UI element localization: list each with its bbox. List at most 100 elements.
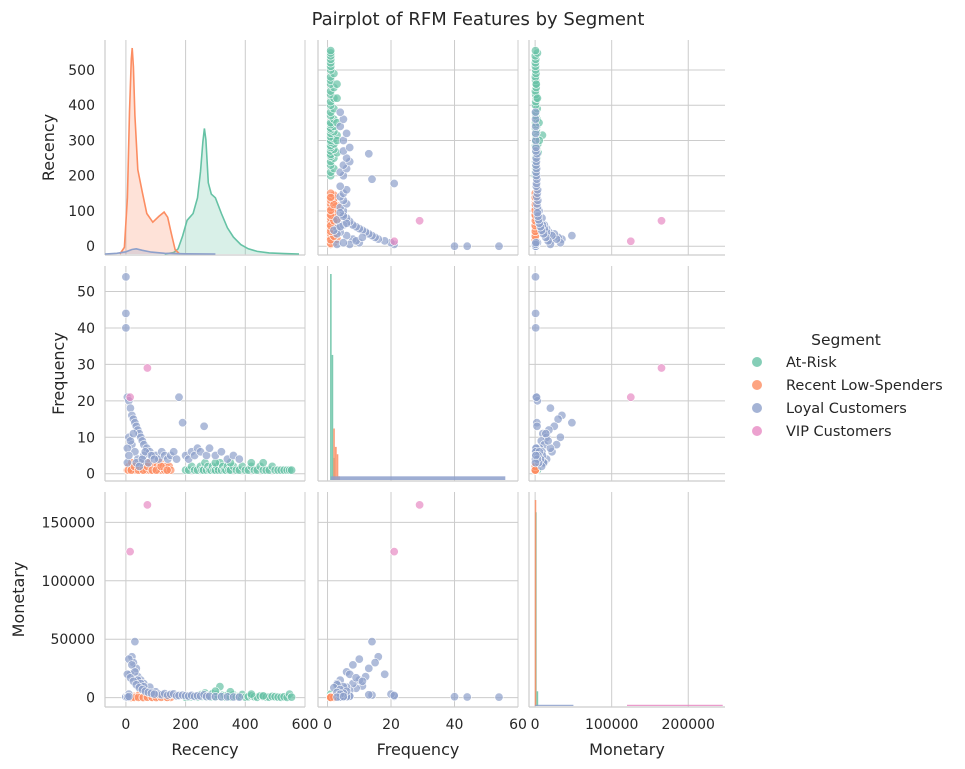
scatter-point <box>531 450 541 460</box>
scatter-point <box>335 107 345 117</box>
y-tick-label: 50000 <box>50 632 95 648</box>
scatter-point <box>545 403 555 413</box>
panel-recency-vs-monetary <box>528 40 725 256</box>
scatter-point <box>530 107 540 117</box>
scatter-point <box>335 208 345 218</box>
scatter-point <box>364 690 374 700</box>
panel-monetary-vs-monetary <box>528 492 725 708</box>
scatter-point <box>122 458 132 468</box>
histogram-bar <box>536 691 539 706</box>
scatter-point <box>199 421 209 431</box>
scatter-point <box>142 363 152 373</box>
scatter-point <box>162 465 172 475</box>
y-axis-label: Monetary <box>9 562 28 638</box>
kde-line <box>104 247 216 255</box>
scatter-point <box>656 363 666 373</box>
scatter-point <box>348 660 358 670</box>
scatter-point <box>567 418 577 428</box>
scatter-point <box>174 392 184 402</box>
scatter-point <box>415 216 425 226</box>
scatter-point <box>246 689 256 699</box>
legend-label: Loyal Customers <box>786 401 907 417</box>
x-tick-label: 60 <box>509 717 527 733</box>
scatter-point <box>531 392 541 402</box>
y-tick-label: 200 <box>68 169 95 185</box>
x-tick-label: 100000 <box>585 717 638 733</box>
scatter-point <box>121 272 131 282</box>
scatter-point <box>449 692 459 702</box>
scatter-point <box>216 447 226 457</box>
scatter-point <box>124 691 134 701</box>
y-tick-label: 100 <box>68 204 95 220</box>
x-axis-label: Recency <box>171 740 238 759</box>
panel-monetary-vs-recency <box>104 492 306 708</box>
scatter-point <box>258 691 268 701</box>
scatter-point <box>532 208 542 218</box>
scatter-point <box>531 238 541 248</box>
histogram-bar <box>535 704 574 706</box>
scatter-point <box>125 403 135 413</box>
scatter-point <box>370 658 380 668</box>
histogram-bar <box>534 500 537 706</box>
scatter-point <box>462 241 472 251</box>
y-tick-label: 500 <box>68 63 95 79</box>
scatter-point <box>287 692 297 702</box>
legend-marker <box>752 403 762 413</box>
x-tick-label: 200 <box>172 717 199 733</box>
histogram-bar <box>333 428 335 480</box>
scatter-point <box>149 454 159 464</box>
scatter-point <box>367 174 377 184</box>
histogram-bar <box>336 454 339 480</box>
y-tick-label: 0 <box>86 239 95 255</box>
scatter-point <box>532 421 542 431</box>
scatter-point <box>234 454 244 464</box>
y-tick-label: 150000 <box>42 515 95 531</box>
legend-marker <box>752 426 762 436</box>
scatter-point <box>531 308 541 318</box>
scatter-point <box>567 231 577 241</box>
legend-title: Segment <box>811 331 881 349</box>
y-tick-label: 50 <box>77 285 95 301</box>
kde-line <box>164 128 300 255</box>
scatter-point <box>149 689 159 699</box>
scatter-point <box>205 443 215 453</box>
scatter-point <box>532 93 542 103</box>
y-tick-label: 400 <box>68 98 95 114</box>
panel-monetary-vs-frequency <box>317 492 519 708</box>
panel-recency-vs-recency <box>104 40 306 256</box>
scatter-point <box>338 691 348 701</box>
scatter-point <box>626 236 636 246</box>
scatter-point <box>389 179 399 189</box>
y-tick-label: 20 <box>77 394 95 410</box>
scatter-point <box>389 236 399 246</box>
x-tick-label: 0 <box>323 717 332 733</box>
scatter-point <box>555 432 565 442</box>
panel-frequency-vs-frequency <box>317 266 519 482</box>
scatter-point <box>335 181 345 191</box>
scatter-point <box>626 392 636 402</box>
kde-fill <box>119 48 180 254</box>
scatter-point <box>125 547 135 557</box>
scatter-point <box>142 500 152 510</box>
kde-line <box>119 47 181 255</box>
y-tick-label: 100000 <box>42 574 95 590</box>
y-tick-label: 10 <box>77 430 95 446</box>
scatter-point <box>130 637 140 647</box>
scatter-point <box>449 241 459 251</box>
y-tick-label: 30 <box>77 357 95 373</box>
x-tick-label: 600 <box>292 717 319 733</box>
y-tick-label: 300 <box>68 133 95 149</box>
scatter-point <box>172 454 182 464</box>
x-tick-label: 20 <box>382 717 400 733</box>
scatter-point <box>342 128 352 138</box>
y-tick-label: 0 <box>86 691 95 707</box>
scatter-point <box>332 93 342 103</box>
histogram-bar <box>331 354 334 480</box>
scatter-point <box>128 429 138 439</box>
scatter-point <box>121 323 131 333</box>
scatter-point <box>326 46 336 56</box>
y-axis-label: Recency <box>39 114 58 181</box>
legend-marker <box>752 357 762 367</box>
scatter-point <box>357 676 367 686</box>
panel-recency-vs-frequency <box>317 40 519 256</box>
